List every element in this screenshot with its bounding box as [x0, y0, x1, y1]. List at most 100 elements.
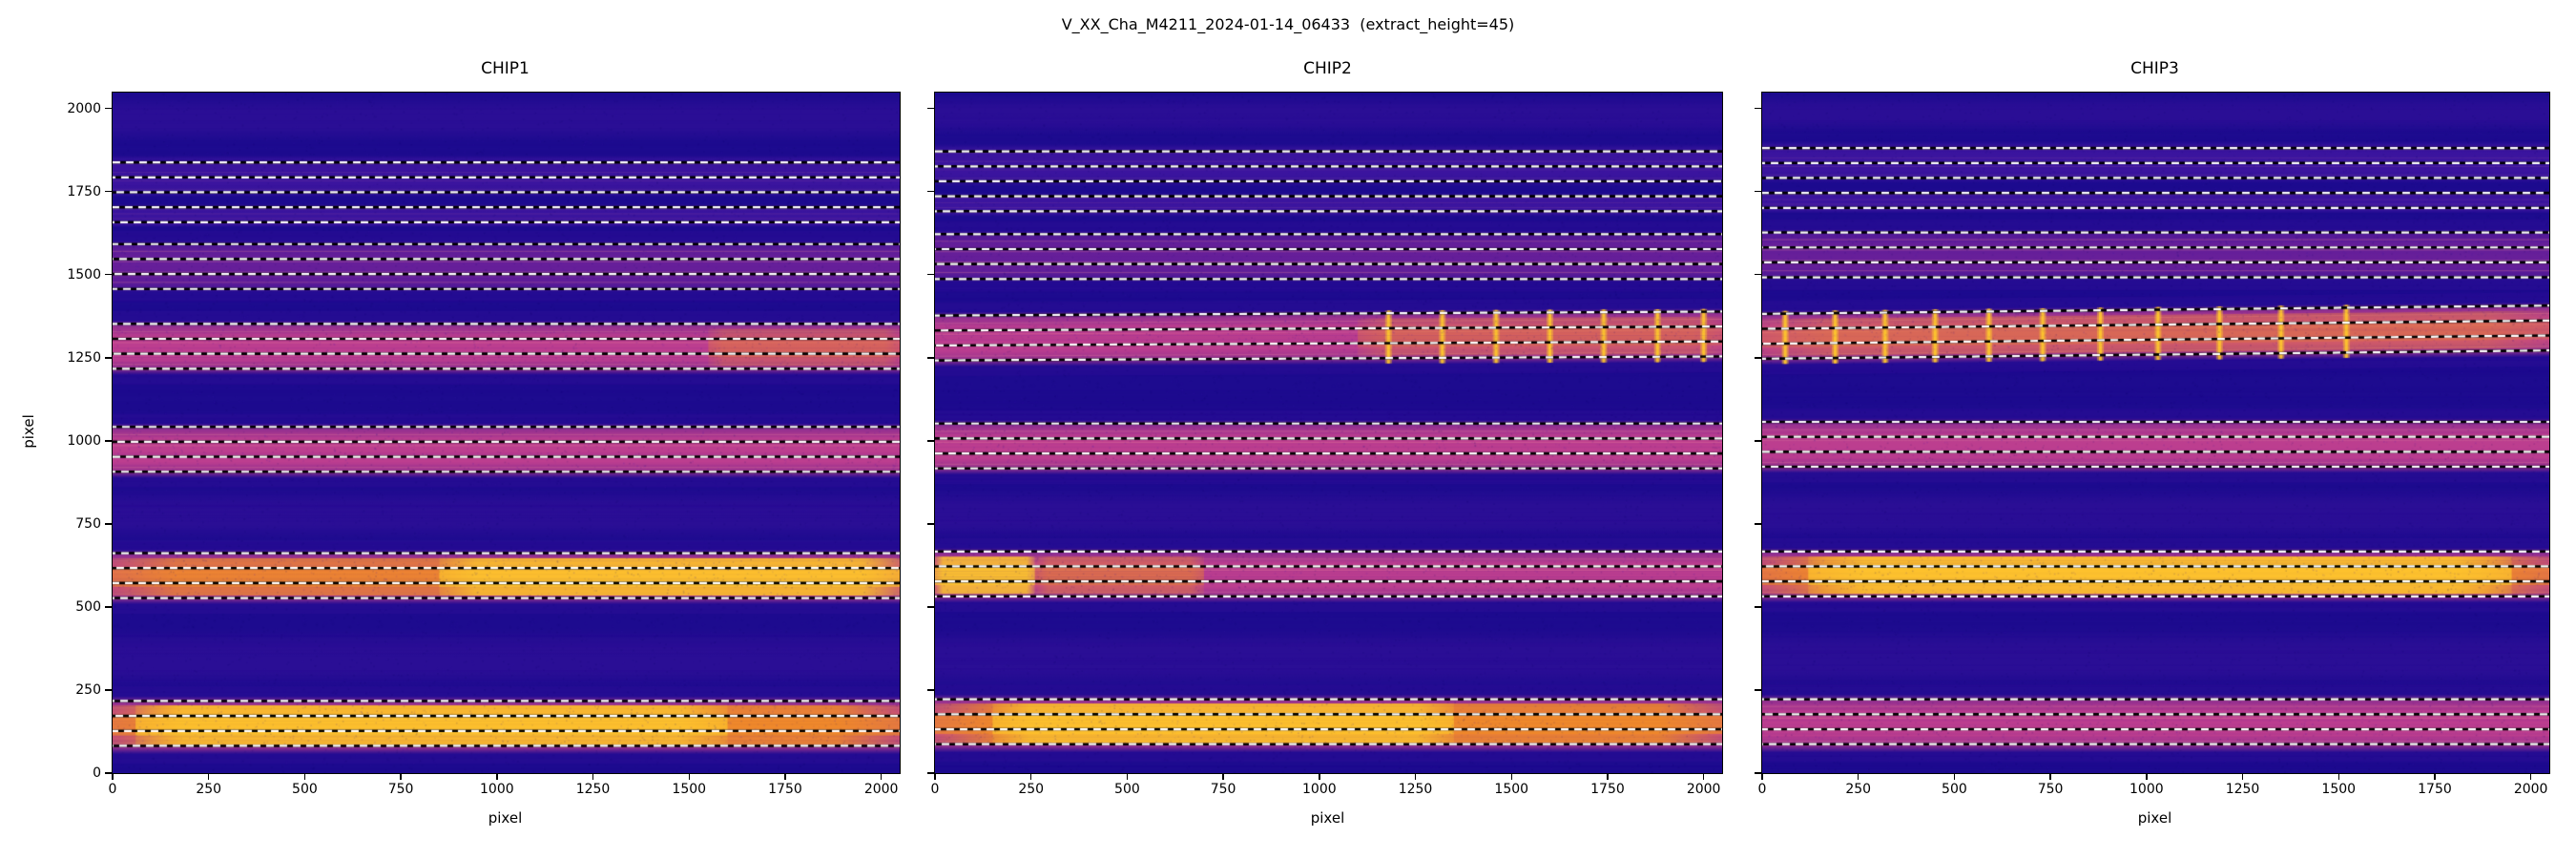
x-tick — [208, 773, 210, 780]
panel-chip3: CHIP3 0 250 500 750 1000 1250 1500 1750 2000 pix… — [1755, 59, 2550, 827]
x-tick — [1702, 773, 1705, 780]
x-tick-label: 250 — [1845, 782, 1872, 797]
y-tick-label: 1000 — [67, 432, 101, 449]
x-tick-label: 1250 — [2225, 782, 2260, 797]
chip1-title: CHIP1 — [481, 59, 530, 78]
y-tick — [927, 274, 934, 276]
x-tick-label: 0 — [1757, 782, 1767, 797]
x-tick — [2146, 773, 2148, 780]
y-tick — [927, 108, 934, 110]
y-tick — [927, 440, 934, 442]
chip3-axes: 0 250 500 750 1000 1250 1500 1750 2000 — [1755, 92, 2550, 797]
y-tick — [927, 606, 934, 608]
panel-chip1: CHIP1 0 250 500 750 1000 1250 1500 1750 2000 0 250… — [67, 59, 901, 827]
x-tick — [1510, 773, 1512, 780]
x-tick — [688, 773, 690, 780]
x-tick — [2049, 773, 2051, 780]
y-tick — [1755, 772, 1761, 774]
x-tick — [934, 773, 936, 780]
x-tick — [496, 773, 498, 780]
x-tick-label: 1250 — [575, 782, 611, 797]
x-tick — [880, 773, 883, 780]
panel-chip2: CHIP2 0 250 500 750 1000 1250 1500 1750 2000 pix… — [927, 59, 1723, 827]
x-tick — [1030, 773, 1032, 780]
chip1-xlabel: pixel — [488, 809, 523, 827]
x-tick-label: 1500 — [2321, 782, 2357, 797]
x-tick-label: 1000 — [2129, 782, 2164, 797]
y-tick — [1755, 191, 1761, 193]
y-tick — [105, 523, 112, 525]
x-tick — [1858, 773, 1859, 780]
y-tick-label: 250 — [75, 681, 101, 698]
y-tick — [927, 772, 934, 774]
x-tick-label: 2000 — [863, 782, 899, 797]
x-tick-label: 750 — [2037, 782, 2064, 797]
y-tick — [927, 689, 934, 691]
x-tick-label: 0 — [108, 782, 117, 797]
y-tick — [927, 523, 934, 525]
y-tick — [1755, 689, 1761, 691]
x-tick — [2529, 773, 2532, 780]
x-tick-label: 750 — [387, 782, 414, 797]
x-tick-label: 500 — [1114, 782, 1140, 797]
x-tick-label: 1500 — [672, 782, 707, 797]
y-tick-label: 750 — [75, 515, 101, 532]
x-tick-label: 2000 — [2513, 782, 2548, 797]
y-tick — [105, 689, 112, 691]
x-tick — [1126, 773, 1129, 780]
x-tick-label: 1500 — [1494, 782, 1529, 797]
x-tick-label: 500 — [1942, 782, 1967, 797]
x-tick — [1414, 773, 1417, 780]
chip3-heatmap — [1762, 93, 2549, 773]
x-tick-label: 1000 — [1302, 782, 1337, 797]
x-tick — [112, 773, 114, 780]
x-tick — [1607, 773, 1609, 780]
y-tick — [1755, 108, 1761, 110]
x-tick — [784, 773, 786, 780]
figure-title: V_XX_Cha_M4211_2024-01-14_06433 (extract… — [1061, 15, 1515, 33]
x-tick — [2434, 773, 2436, 780]
y-tick-label: 0 — [93, 765, 101, 781]
x-tick-label: 1750 — [768, 782, 802, 797]
y-tick-label: 1750 — [67, 183, 101, 199]
y-tick — [105, 357, 112, 359]
y-tick-label: 2000 — [67, 100, 101, 116]
x-tick — [400, 773, 402, 780]
y-tick — [1755, 274, 1761, 276]
x-tick — [2337, 773, 2339, 780]
x-tick-label: 1750 — [2418, 782, 2452, 797]
x-tick — [1953, 773, 1956, 780]
x-tick-label: 1250 — [1398, 782, 1433, 797]
x-tick — [592, 773, 594, 780]
chip2-title: CHIP2 — [1303, 59, 1352, 78]
x-tick — [2241, 773, 2244, 780]
y-tick — [105, 274, 112, 276]
chip2-axes: 0 250 500 750 1000 1250 1500 1750 2000 — [927, 92, 1723, 797]
x-tick-label: 1000 — [480, 782, 514, 797]
chip3-xlabel: pixel — [2137, 809, 2172, 827]
x-tick — [1761, 773, 1763, 780]
y-tick — [927, 191, 934, 193]
y-tick — [1755, 357, 1761, 359]
chip2-heatmap — [935, 93, 1722, 773]
chip1-axes: 0 250 500 750 1000 1250 1500 1750 2000 0 250 500 750… — [67, 92, 901, 797]
x-tick-label: 1750 — [1590, 782, 1625, 797]
x-tick — [1222, 773, 1224, 780]
chip2-xlabel: pixel — [1310, 809, 1345, 827]
x-tick-label: 2000 — [1686, 782, 1721, 797]
chip1-heatmap — [113, 93, 900, 773]
y-tick-label: 1500 — [67, 266, 101, 283]
y-tick-label: 500 — [75, 598, 101, 615]
x-tick-label: 750 — [1210, 782, 1236, 797]
chip3-title: CHIP3 — [2130, 59, 2179, 78]
x-tick — [303, 773, 306, 780]
x-tick-label: 500 — [292, 782, 318, 797]
y-tick — [1755, 523, 1761, 525]
x-tick-label: 0 — [930, 782, 940, 797]
y-tick — [105, 772, 112, 774]
y-tick — [927, 357, 934, 359]
x-tick-label: 250 — [1018, 782, 1045, 797]
y-tick — [105, 191, 112, 193]
y-tick — [105, 108, 112, 110]
